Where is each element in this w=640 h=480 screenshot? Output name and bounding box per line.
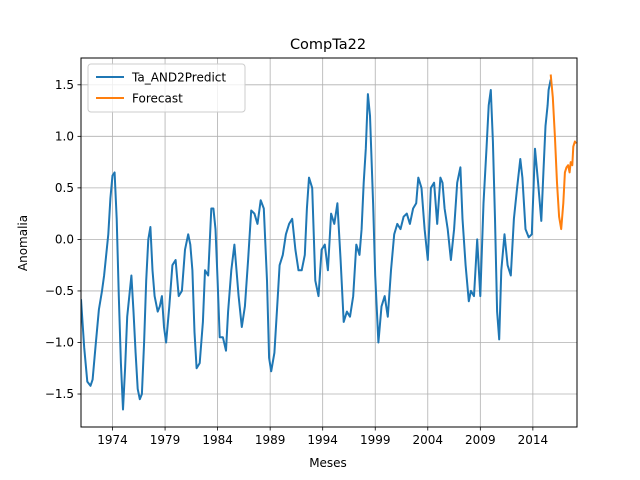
chart-title: CompTa22	[290, 37, 366, 53]
x-axis-label: Meses	[309, 456, 347, 470]
x-ticks: 1974 1979 1984 1989 1994 1999 2004 2009 2014	[97, 427, 548, 447]
x-tick-label: 1999	[360, 433, 391, 447]
x-tick-label: 1979	[150, 433, 181, 447]
y-tick-label: 0.5	[55, 181, 74, 195]
y-tick-label: −1.5	[45, 387, 74, 401]
y-tick-label: 1.5	[55, 78, 74, 92]
legend-label: Forecast	[132, 92, 183, 106]
y-axis-label: Anomalia	[16, 215, 30, 271]
legend-box	[87, 63, 246, 113]
x-tick-label: 1994	[307, 433, 338, 447]
plot-area: 1974 1979 1984 1989 1994 1999 2004 2009 2014 −1.…	[45, 57, 578, 447]
series-line-1	[549, 74, 577, 231]
series-line-0	[81, 79, 552, 411]
y-tick-label: 1.0	[55, 130, 74, 144]
x-tick-label: 2009	[465, 433, 496, 447]
series-layer	[81, 74, 577, 411]
legend-label: Ta_AND2Predict	[131, 71, 226, 85]
y-tick-label: 0.0	[55, 233, 74, 247]
x-tick-label: 2004	[413, 433, 444, 447]
x-tick-label: 1974	[97, 433, 128, 447]
axes-frame	[80, 57, 578, 428]
x-tick-label: 1989	[255, 433, 286, 447]
x-tick-label: 1984	[202, 433, 233, 447]
x-tick-label: 2014	[518, 433, 549, 447]
y-tick-label: −1.0	[45, 336, 74, 350]
y-ticks: −1.5 −1.0 −0.5 0.0 0.5 1.0 1.5	[45, 78, 81, 401]
y-tick-label: −0.5	[45, 284, 74, 298]
legend: Ta_AND2Predict Forecast	[87, 63, 246, 113]
